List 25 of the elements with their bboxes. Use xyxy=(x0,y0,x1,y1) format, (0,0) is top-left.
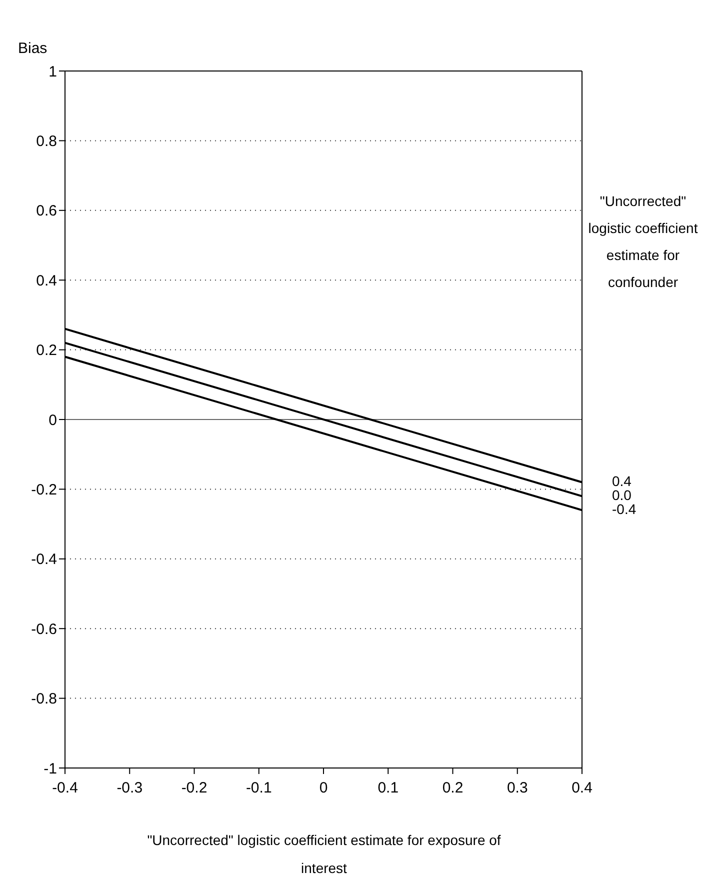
x-tick-label: -0.1 xyxy=(246,780,272,797)
text: 0.4 xyxy=(612,473,632,490)
y-tick-label: 0.4 xyxy=(36,272,57,290)
y-tick-label: 0.2 xyxy=(36,342,57,360)
y-tick-label: 0 xyxy=(48,412,57,429)
y-tick-label: 0.6 xyxy=(36,202,57,220)
y-tick-label: -0.8 xyxy=(31,690,57,708)
y-tick-label: -0.6 xyxy=(31,620,57,638)
y-tick-label: -0.2 xyxy=(31,482,57,499)
y-tick-label: -0.4 xyxy=(31,551,57,568)
legend-title: "Uncorrected" logistic coefficient estimate for confounder xyxy=(588,192,698,292)
x-tick-label: -0.3 xyxy=(116,780,143,797)
x-tick-label: 0.1 xyxy=(378,780,399,797)
text: 0.0 xyxy=(612,487,632,504)
x-tick-label: 0.4 xyxy=(572,780,592,797)
x-tick-label: 0.3 xyxy=(506,780,528,797)
y-tick-label: 1 xyxy=(48,63,57,80)
x-tick-label: 0 xyxy=(319,780,328,797)
x-tick-label: 0.2 xyxy=(442,780,464,797)
text: -0.4 xyxy=(612,501,636,518)
x-tick-label: -0.2 xyxy=(181,780,208,797)
y-tick-label: -1 xyxy=(44,760,57,778)
y-axis-title: Bias xyxy=(18,40,48,57)
y-tick-label: 0.8 xyxy=(36,133,57,150)
x-axis-title: "Uncorrected" logistic coefficient estimate for exposure of interest xyxy=(146,831,502,878)
